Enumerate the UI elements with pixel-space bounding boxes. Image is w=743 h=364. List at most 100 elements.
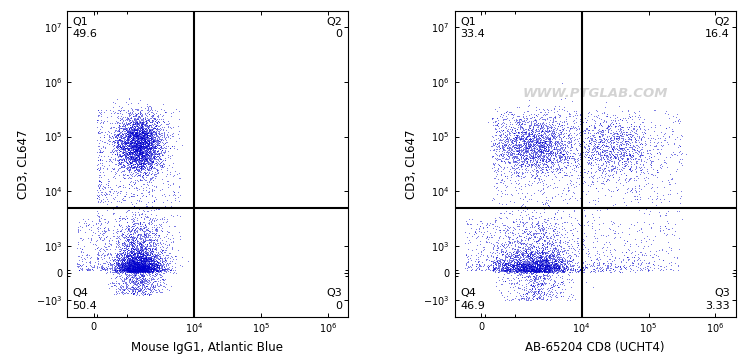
Point bbox=[528, 135, 540, 141]
Point bbox=[533, 245, 545, 251]
Point bbox=[501, 144, 513, 150]
Point bbox=[626, 262, 638, 268]
Point bbox=[492, 191, 504, 197]
Point bbox=[536, 116, 548, 122]
Point bbox=[123, 161, 134, 167]
Point bbox=[568, 232, 580, 238]
Point bbox=[140, 256, 152, 262]
Point bbox=[143, 156, 155, 162]
Point bbox=[548, 256, 560, 262]
Point bbox=[525, 266, 536, 272]
Point bbox=[607, 171, 619, 177]
Point bbox=[134, 155, 146, 161]
Point bbox=[135, 263, 147, 269]
Point bbox=[541, 297, 553, 302]
Point bbox=[126, 268, 138, 273]
Point bbox=[99, 216, 111, 222]
Point bbox=[603, 264, 614, 269]
Point bbox=[541, 265, 553, 271]
Point bbox=[529, 274, 541, 280]
Point bbox=[97, 129, 108, 135]
Point bbox=[594, 134, 606, 139]
Point bbox=[524, 253, 536, 259]
Point bbox=[111, 259, 123, 265]
Point bbox=[95, 189, 107, 195]
Point bbox=[551, 265, 563, 270]
Point bbox=[126, 172, 137, 178]
Point bbox=[548, 256, 559, 262]
Point bbox=[520, 165, 532, 170]
Point bbox=[134, 161, 146, 166]
Point bbox=[148, 263, 160, 269]
Point bbox=[157, 260, 169, 266]
Point bbox=[545, 267, 557, 273]
Point bbox=[153, 268, 165, 274]
Point bbox=[132, 162, 143, 168]
Point bbox=[121, 165, 133, 170]
Point bbox=[616, 162, 628, 167]
Point bbox=[131, 260, 143, 265]
Point bbox=[123, 260, 135, 266]
Point bbox=[539, 266, 551, 272]
Point bbox=[492, 260, 504, 266]
Point bbox=[137, 261, 149, 266]
Point bbox=[106, 159, 118, 165]
Point bbox=[502, 253, 514, 258]
Point bbox=[488, 243, 500, 249]
Point bbox=[533, 151, 545, 157]
Point bbox=[507, 154, 519, 160]
Point bbox=[146, 258, 158, 264]
Point bbox=[527, 145, 539, 150]
Point bbox=[123, 135, 134, 141]
Point bbox=[146, 256, 158, 261]
Point bbox=[154, 273, 166, 278]
Point bbox=[628, 126, 640, 131]
Point bbox=[635, 151, 646, 157]
Point bbox=[542, 164, 554, 170]
Point bbox=[511, 262, 523, 268]
Point bbox=[643, 267, 655, 273]
Point bbox=[144, 289, 156, 295]
Point bbox=[519, 252, 531, 258]
Point bbox=[549, 261, 561, 267]
Point bbox=[542, 119, 554, 125]
Point bbox=[544, 234, 556, 240]
Point bbox=[632, 115, 643, 120]
Point bbox=[161, 217, 173, 222]
Point bbox=[558, 118, 570, 124]
Point bbox=[158, 264, 169, 270]
Point bbox=[133, 127, 145, 133]
Point bbox=[551, 138, 562, 144]
Point bbox=[120, 242, 132, 248]
Point bbox=[129, 250, 141, 256]
Point bbox=[117, 169, 129, 174]
Point bbox=[123, 264, 135, 269]
Point bbox=[152, 130, 163, 136]
Point bbox=[124, 234, 136, 240]
Point bbox=[489, 167, 501, 173]
Point bbox=[528, 267, 540, 273]
Point bbox=[147, 242, 159, 248]
Point bbox=[531, 247, 543, 253]
Point bbox=[496, 266, 507, 272]
Point bbox=[527, 257, 539, 263]
Point bbox=[562, 124, 574, 130]
Point bbox=[539, 116, 551, 122]
Point bbox=[126, 259, 138, 265]
Point bbox=[536, 132, 548, 138]
Point bbox=[126, 275, 138, 281]
Point bbox=[135, 258, 147, 264]
Point bbox=[560, 156, 572, 162]
Point bbox=[140, 130, 152, 136]
Point bbox=[111, 267, 123, 273]
Point bbox=[546, 159, 558, 165]
Point bbox=[599, 165, 611, 171]
Point bbox=[536, 261, 548, 267]
Point bbox=[122, 131, 134, 137]
Point bbox=[534, 157, 546, 163]
Point bbox=[493, 141, 505, 146]
Point bbox=[500, 262, 512, 268]
Point bbox=[140, 139, 152, 145]
Point bbox=[128, 121, 140, 127]
Point bbox=[139, 128, 151, 134]
